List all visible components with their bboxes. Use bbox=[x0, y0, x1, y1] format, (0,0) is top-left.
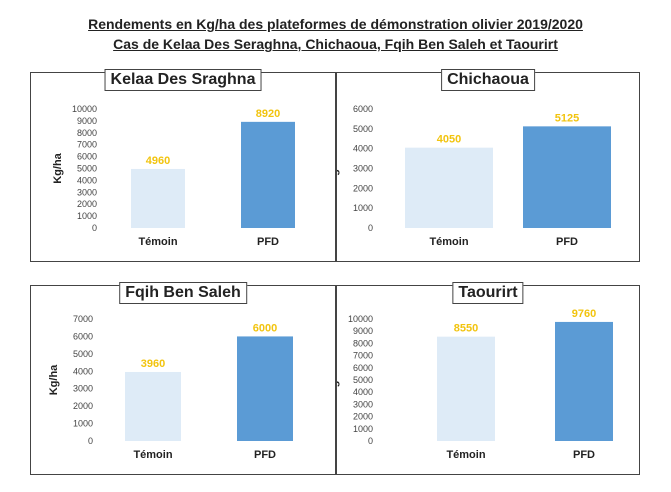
y-tick-label: 4000 bbox=[73, 366, 93, 376]
bar-temoin bbox=[437, 336, 495, 441]
y-tick-label: 5000 bbox=[77, 164, 97, 174]
bar-temoin bbox=[405, 147, 493, 228]
figure-title: Rendements en Kg/ha des plateformes de d… bbox=[0, 14, 671, 54]
y-axis-label: Kg/ha bbox=[337, 152, 340, 183]
bar-temoin bbox=[125, 371, 181, 441]
y-tick-label: 8000 bbox=[77, 128, 97, 138]
y-tick-label: 10000 bbox=[348, 314, 373, 324]
y-tick-label: 5000 bbox=[353, 124, 373, 134]
category-label: PFD bbox=[257, 236, 279, 248]
data-label: 6000 bbox=[253, 322, 277, 334]
chart-title: Chichaoua bbox=[441, 69, 535, 91]
y-tick-label: 0 bbox=[92, 223, 97, 233]
chart-title: Kelaa Des Sraghna bbox=[104, 69, 262, 91]
y-tick-label: 2000 bbox=[77, 199, 97, 209]
chart-panel-taourirt: 0 1000 2000 3000 4000 5000 6000 7000 8000 9000 100… bbox=[336, 282, 640, 475]
title-line-2: Cas de Kelaa Des Seraghna, Chichaoua, Fq… bbox=[113, 36, 558, 52]
y-tick-label: 6000 bbox=[77, 152, 97, 162]
data-label: 8550 bbox=[454, 323, 478, 335]
y-tick-label: 1000 bbox=[73, 419, 93, 429]
category-label: Témoin bbox=[446, 449, 485, 461]
category-label: Témoin bbox=[429, 236, 468, 248]
y-tick-label: 6000 bbox=[73, 331, 93, 341]
data-label: 3960 bbox=[141, 358, 165, 370]
y-tick-label: 9000 bbox=[353, 326, 373, 336]
y-tick-label: 8000 bbox=[353, 338, 373, 348]
category-label: PFD bbox=[254, 449, 276, 461]
y-tick-label: 6000 bbox=[353, 363, 373, 373]
y-tick-label: 2000 bbox=[353, 412, 373, 422]
data-label: 5125 bbox=[555, 112, 579, 124]
chart-panel-kelaa: 0 1000 2000 3000 4000 5000 6000 7000 8000 9000 100… bbox=[30, 69, 336, 262]
y-tick-label: 2000 bbox=[353, 183, 373, 193]
y-tick-label: 10000 bbox=[72, 104, 97, 114]
chart-title: Taourirt bbox=[452, 282, 524, 304]
y-axis-label: Kg/ha bbox=[52, 152, 64, 183]
data-label: 8920 bbox=[256, 108, 280, 120]
y-tick-label: 7000 bbox=[77, 140, 97, 150]
bar-pfd bbox=[555, 321, 613, 441]
bar-pfd bbox=[523, 126, 611, 228]
y-tick-label: 4000 bbox=[353, 144, 373, 154]
y-tick-label: 0 bbox=[368, 223, 373, 233]
category-label: PFD bbox=[556, 236, 578, 248]
y-tick-label: 1000 bbox=[353, 424, 373, 434]
y-tick-label: 9000 bbox=[77, 116, 97, 126]
bar-chart-svg: 0 1000 2000 3000 4000 5000 6000 Kg/ha 4050 Témoin… bbox=[337, 104, 611, 248]
chart-title: Fqih Ben Saleh bbox=[119, 282, 247, 304]
bar-pfd bbox=[237, 336, 293, 441]
data-label: 4960 bbox=[146, 155, 170, 167]
y-tick-label: 3000 bbox=[77, 187, 97, 197]
data-label: 9760 bbox=[572, 308, 596, 320]
y-tick-label: 1000 bbox=[77, 211, 97, 221]
y-tick-label: 3000 bbox=[353, 399, 373, 409]
y-tick-label: 0 bbox=[88, 436, 93, 446]
y-axis-label: Kg/ha bbox=[48, 364, 60, 395]
y-tick-label: 6000 bbox=[353, 104, 373, 114]
bar-pfd bbox=[241, 121, 295, 228]
chart-panel-fqih: 0 1000 2000 3000 4000 5000 6000 7000 Kg/ha 3960 Té… bbox=[30, 282, 336, 475]
y-tick-label: 4000 bbox=[77, 175, 97, 185]
data-label: 4050 bbox=[437, 134, 461, 146]
bar-temoin bbox=[131, 168, 185, 228]
y-tick-label: 4000 bbox=[353, 387, 373, 397]
y-tick-label: 2000 bbox=[73, 401, 93, 411]
y-tick-label: 1000 bbox=[353, 203, 373, 213]
y-tick-label: 3000 bbox=[353, 164, 373, 174]
category-label: Témoin bbox=[133, 449, 172, 461]
category-label: Témoin bbox=[138, 236, 177, 248]
bar-chart-svg: 0 1000 2000 3000 4000 5000 6000 7000 Kg/ha 3960 Té… bbox=[48, 314, 293, 461]
y-axis-label: Kg/ha bbox=[337, 364, 340, 395]
bar-chart-svg: 0 1000 2000 3000 4000 5000 6000 7000 8000 9000 100… bbox=[337, 308, 613, 461]
title-line-1: Rendements en Kg/ha des plateformes de d… bbox=[88, 16, 583, 32]
y-tick-label: 5000 bbox=[73, 349, 93, 359]
y-tick-label: 5000 bbox=[353, 375, 373, 385]
y-tick-label: 7000 bbox=[73, 314, 93, 324]
y-tick-label: 3000 bbox=[73, 384, 93, 394]
y-tick-label: 7000 bbox=[353, 351, 373, 361]
chart-panel-chichaoua: 0 1000 2000 3000 4000 5000 6000 Kg/ha 4050 Témoin… bbox=[336, 69, 640, 262]
category-label: PFD bbox=[573, 449, 595, 461]
y-tick-label: 0 bbox=[368, 436, 373, 446]
